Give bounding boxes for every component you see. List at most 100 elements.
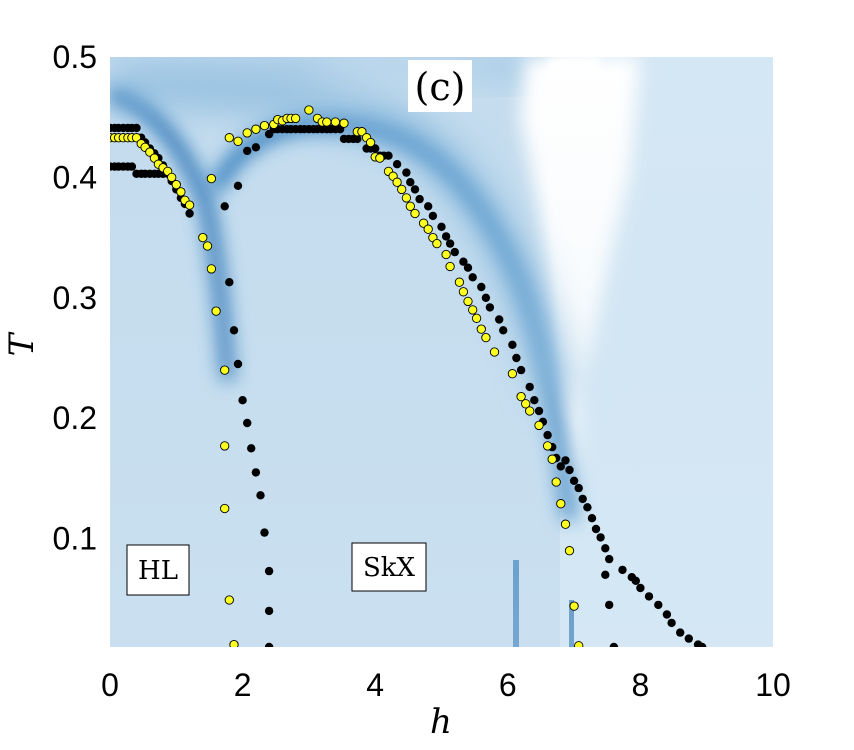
heatmap (110, 57, 773, 647)
black-dot-point (508, 340, 517, 349)
yellow-dot-point (405, 201, 415, 211)
yellow-dot-point (525, 406, 535, 416)
yellow-dot-point (224, 133, 234, 143)
yellow-dot-point (131, 133, 142, 143)
yellow-dot-point (471, 313, 482, 323)
black-dot-point (243, 418, 252, 428)
yellow-dot-point (521, 399, 531, 409)
y-tick-label: 0.2 (53, 400, 97, 436)
black-dot-point (445, 239, 455, 248)
black-dot-point (251, 143, 261, 152)
black-dot-point (264, 642, 274, 647)
black-dot-point (233, 181, 243, 190)
black-dot-point (260, 528, 269, 537)
black-dot-point (587, 514, 597, 523)
yellow-dot-point (410, 208, 420, 219)
black-dot-point (499, 326, 508, 335)
black-dot-point (495, 315, 504, 324)
yellow-dot-point (392, 177, 402, 187)
y-tick-label: 0.1 (53, 521, 97, 557)
black-dot-point (583, 503, 592, 512)
yellow-dot-point (432, 238, 442, 249)
yellow-dot-point (330, 117, 341, 127)
yellow-dot-point (229, 639, 239, 647)
black-dot-point (428, 211, 438, 221)
black-dot-point (644, 592, 654, 601)
yellow-dot-point (202, 241, 213, 251)
yellow-dot-point (423, 224, 433, 234)
yellow-dot-point (242, 128, 252, 138)
hl-label-box (126, 544, 190, 596)
black-dot-point (561, 456, 570, 465)
yellow-dot-point (556, 499, 566, 509)
yellow-dot-point (547, 454, 557, 464)
black-dot-point (485, 303, 495, 312)
x-axis: 0 2 4 6 8 10 (101, 667, 791, 703)
x-tick-label: 0 (101, 667, 119, 703)
black-dot-point (256, 491, 265, 500)
yellow-dot-point (184, 200, 195, 210)
skx-label-box (351, 542, 427, 592)
black-dot-point (233, 359, 243, 369)
black-dot-point (543, 430, 552, 440)
black-dot-point (525, 382, 534, 392)
yellow-dot-point (171, 179, 181, 190)
black-dot-point (225, 278, 234, 287)
black-dot-point (697, 642, 707, 647)
black-dot-point (477, 282, 486, 292)
black-dot-point (654, 600, 663, 610)
black-dot-point (569, 476, 579, 485)
black-dot-point (618, 565, 627, 575)
black-dot-point (468, 273, 477, 282)
black-dot-point (530, 396, 539, 405)
yellow-dot-point (220, 503, 230, 514)
yellow-dot-point (463, 296, 473, 307)
x-tick-label: 2 (234, 667, 252, 703)
black-dot-point (384, 151, 393, 160)
black-dot-point (353, 134, 362, 144)
heatmap-bottom-fade (110, 57, 773, 647)
yellow-dot-point (476, 324, 486, 334)
yellow-dot-point (206, 264, 217, 274)
black-dot-point (402, 168, 411, 177)
yellow-dot-point (542, 441, 553, 451)
black-dot-point (534, 406, 544, 416)
y-tick-label: 0.3 (53, 280, 97, 316)
black-dot-point (220, 202, 229, 211)
y-tick-label: 0.5 (53, 39, 97, 75)
yellow-dot-point (454, 277, 465, 287)
black-dot-point (437, 222, 446, 231)
yellow-dot-point (220, 441, 230, 451)
black-dot-point (243, 146, 252, 156)
black-dot-point (578, 494, 587, 504)
yellow-dot-point (516, 391, 526, 402)
yellow-dot-point (489, 347, 500, 357)
yellow-dot-point (224, 595, 234, 605)
black-dot-point (251, 468, 261, 477)
black-dot-point (127, 162, 137, 171)
y-axis-label: T (2, 331, 42, 356)
black-dot-point (596, 533, 605, 542)
panel-label-box (408, 60, 472, 112)
black-dot-point (516, 365, 526, 375)
yellow-dot-point (259, 120, 270, 131)
black-dot-point (601, 544, 610, 553)
black-dot-point (264, 606, 274, 616)
data-markers (110, 105, 707, 647)
black-dot-point (406, 178, 415, 187)
black-dot-point (238, 396, 247, 405)
black-dot-point (463, 263, 473, 272)
yellow-dot-point (569, 601, 579, 611)
x-tick-label: 4 (366, 667, 384, 703)
black-dot-point (450, 247, 459, 257)
x-tick-label: 6 (499, 667, 517, 703)
black-dot-point (229, 326, 239, 335)
x-tick-label: 8 (632, 667, 650, 703)
black-dot-point (605, 600, 614, 610)
yellow-dot-point (560, 519, 571, 529)
black-dot-point (415, 194, 424, 204)
yellow-dot-point (251, 124, 261, 134)
yellow-dot-point (441, 249, 451, 260)
black-dot-point (631, 576, 640, 585)
hl-label: HL (138, 556, 178, 586)
